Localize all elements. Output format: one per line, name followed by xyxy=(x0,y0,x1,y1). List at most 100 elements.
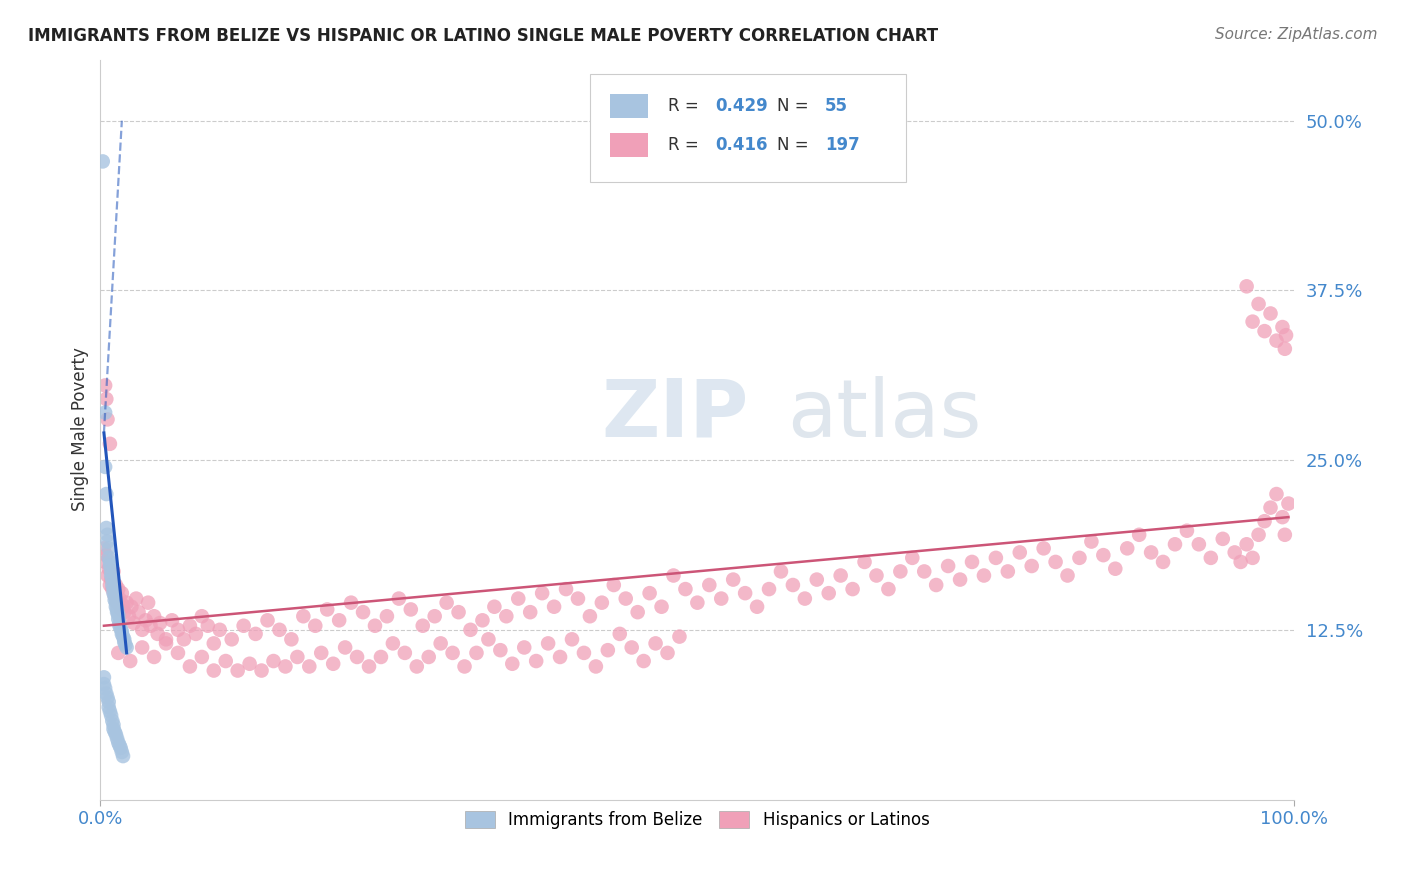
Point xyxy=(375,609,398,624)
Point xyxy=(139,619,162,633)
Point xyxy=(1271,510,1294,524)
Point xyxy=(484,599,506,614)
Point xyxy=(108,615,131,630)
Point xyxy=(412,619,434,633)
Text: 55: 55 xyxy=(825,97,848,115)
Point xyxy=(1241,550,1264,565)
Text: 197: 197 xyxy=(825,136,860,153)
Point xyxy=(94,378,117,392)
Point xyxy=(105,596,128,610)
Point xyxy=(120,599,142,614)
Point xyxy=(239,657,262,671)
Point xyxy=(1032,541,1054,556)
Point xyxy=(173,632,195,647)
Point xyxy=(202,664,225,678)
Point xyxy=(112,635,135,649)
Point xyxy=(508,591,530,606)
Point xyxy=(548,650,571,665)
Point xyxy=(107,646,129,660)
Point xyxy=(104,589,127,603)
Point xyxy=(96,548,118,562)
Point xyxy=(877,582,900,596)
Point xyxy=(1236,279,1258,293)
Point xyxy=(1021,559,1043,574)
Point xyxy=(758,582,780,596)
Point xyxy=(105,605,128,619)
Point xyxy=(108,738,131,752)
FancyBboxPatch shape xyxy=(610,95,648,118)
Point xyxy=(1175,524,1198,538)
Point xyxy=(973,568,995,582)
Point xyxy=(1212,532,1234,546)
Point xyxy=(328,613,350,627)
Point xyxy=(806,573,828,587)
Point xyxy=(103,582,125,596)
Point xyxy=(352,605,374,619)
Point xyxy=(100,708,122,723)
Point xyxy=(298,659,321,673)
Point xyxy=(112,632,135,647)
Point xyxy=(984,550,1007,565)
Point xyxy=(388,591,411,606)
Point xyxy=(104,599,127,614)
Point xyxy=(103,565,125,579)
Point xyxy=(1241,315,1264,329)
Point xyxy=(155,636,177,650)
Point xyxy=(110,602,132,616)
Point xyxy=(131,640,153,655)
Point xyxy=(93,670,115,684)
Point xyxy=(901,550,924,565)
Point xyxy=(96,534,118,549)
Point xyxy=(1236,537,1258,551)
Point xyxy=(1253,514,1275,528)
Point xyxy=(98,437,121,451)
Point xyxy=(572,646,595,660)
Point xyxy=(143,609,166,624)
Point xyxy=(997,565,1019,579)
Point xyxy=(245,627,267,641)
Point xyxy=(120,654,142,668)
Text: IMMIGRANTS FROM BELIZE VS HISPANIC OR LATINO SINGLE MALE POVERTY CORRELATION CHA: IMMIGRANTS FROM BELIZE VS HISPANIC OR LA… xyxy=(28,27,938,45)
Text: R =: R = xyxy=(668,97,703,115)
Point xyxy=(489,643,512,657)
Point xyxy=(513,640,536,655)
Point xyxy=(108,619,131,633)
Point xyxy=(1116,541,1139,556)
Point xyxy=(96,687,118,701)
Point xyxy=(1274,528,1296,542)
Point xyxy=(110,740,132,755)
Point xyxy=(603,578,626,592)
Point xyxy=(208,623,231,637)
Point xyxy=(912,565,935,579)
Point xyxy=(94,459,117,474)
Point xyxy=(107,612,129,626)
Point xyxy=(447,605,470,619)
Point xyxy=(232,619,254,633)
Point xyxy=(100,565,122,579)
Text: ZIP: ZIP xyxy=(602,376,749,454)
Point xyxy=(1265,487,1288,501)
Point xyxy=(149,615,172,630)
Point xyxy=(105,731,128,746)
Point xyxy=(96,690,118,705)
Point xyxy=(269,623,291,637)
Point xyxy=(614,591,637,606)
Point xyxy=(97,550,120,565)
Point xyxy=(596,643,619,657)
Point xyxy=(131,623,153,637)
Point xyxy=(263,654,285,668)
Point xyxy=(98,555,121,569)
Point xyxy=(889,565,911,579)
Point xyxy=(91,154,114,169)
FancyBboxPatch shape xyxy=(591,74,907,182)
Point xyxy=(221,632,243,647)
Point xyxy=(537,636,560,650)
Point xyxy=(112,599,135,613)
Point xyxy=(104,727,127,741)
Point xyxy=(465,646,488,660)
Point xyxy=(167,623,190,637)
Point xyxy=(567,591,589,606)
Point xyxy=(280,632,302,647)
Point xyxy=(333,640,356,655)
Point xyxy=(925,578,948,592)
